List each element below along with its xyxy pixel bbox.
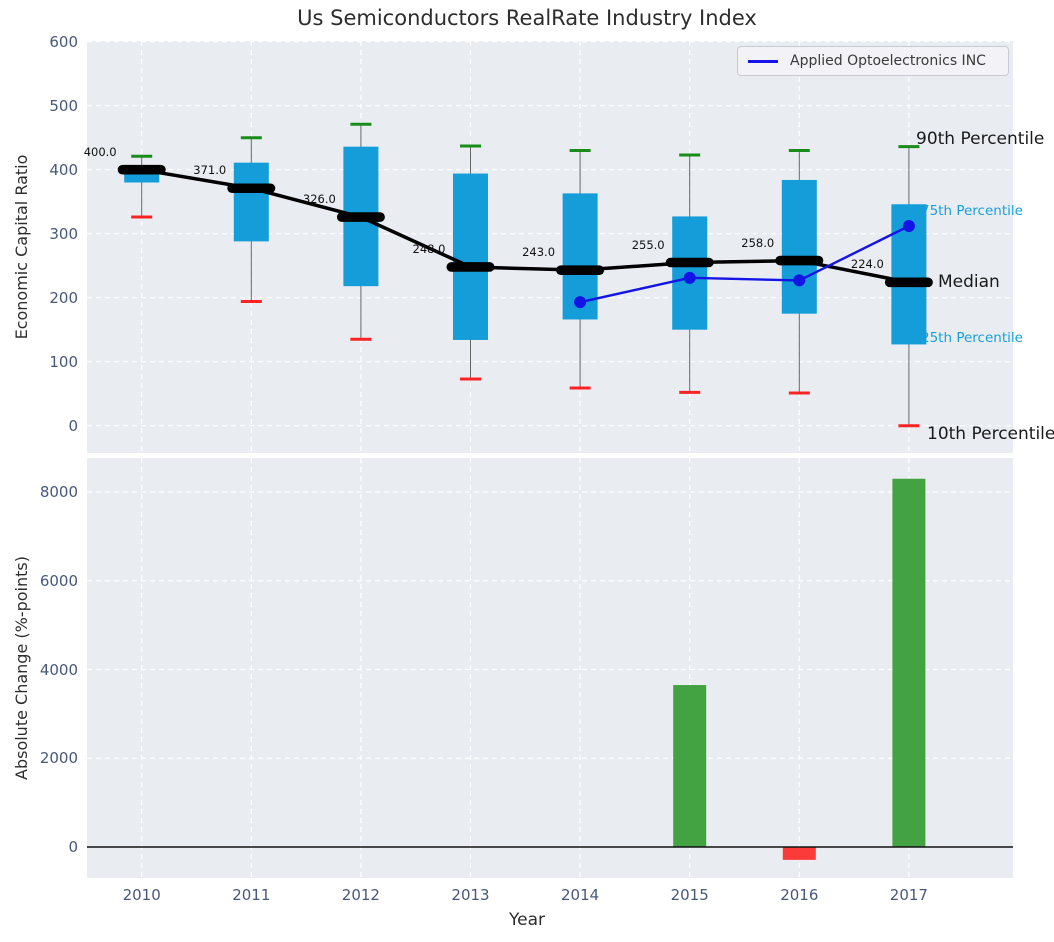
company-point [793, 274, 806, 287]
median-value-label-2016: 258.0 [741, 235, 775, 250]
company-point [574, 296, 587, 309]
iqr-box-2013 [453, 173, 488, 340]
bottom-ytick-6000: 6000 [39, 571, 78, 590]
median-value-label-2013: 248.0 [412, 241, 446, 256]
annotation-75th-percentile: 75th Percentile [921, 203, 1023, 219]
median-marker-2013 [446, 262, 495, 272]
chart-title: Us Semiconductors RealRate Industry Inde… [297, 6, 757, 30]
xtick-2012: 2012 [341, 886, 380, 904]
bottom-ytick-8000: 8000 [39, 483, 78, 502]
top-ytick-0: 0 [68, 416, 78, 435]
change-bar-2016 [782, 847, 816, 860]
median-marker-2017 [884, 277, 933, 288]
top-ytick-500: 500 [49, 96, 78, 115]
xtick-2010: 2010 [122, 886, 161, 904]
annotation-25th-percentile: 25th Percentile [921, 330, 1023, 346]
top-ytick-400: 400 [49, 160, 78, 179]
xtick-2014: 2014 [561, 886, 600, 904]
change-bar-2017 [892, 478, 926, 847]
median-marker-2015 [665, 257, 714, 268]
xtick-2017: 2017 [889, 886, 928, 904]
bottom-ytick-0: 0 [68, 838, 78, 856]
xtick-2015: 2015 [670, 886, 709, 904]
x-axis-label: Year [509, 910, 545, 930]
xtick-2016: 2016 [780, 886, 819, 904]
median-value-label-2011: 371.0 [193, 163, 227, 178]
xtick-2013: 2013 [451, 886, 490, 904]
iqr-box-2016 [781, 179, 817, 314]
legend: Applied Optoelectronics INC [737, 46, 1009, 76]
absolute-change-bar-chart [87, 458, 1013, 878]
legend-label: Applied Optoelectronics INC [790, 53, 986, 69]
median-value-label-2010: 400.0 [83, 144, 117, 159]
top-plot-area [87, 41, 1013, 453]
bottom-plot-area [87, 458, 1013, 878]
top-ytick-100: 100 [49, 352, 78, 371]
median-marker-2016 [775, 255, 824, 266]
median-marker-2010 [117, 164, 166, 175]
median-marker-2012 [336, 212, 385, 222]
median-marker-2011 [227, 183, 276, 194]
annotation-median: Median [938, 272, 1000, 292]
company-line [579, 224, 910, 304]
top-y-axis-label: Economic Capital Ratio [12, 154, 31, 340]
legend-line-swatch-icon [748, 59, 778, 63]
company-point [683, 271, 696, 284]
median-marker-2014 [556, 265, 605, 275]
median-value-label-2014: 243.0 [522, 245, 556, 260]
percentile-box-chart [87, 41, 1013, 453]
annotation-90th-percentile: 90th Percentile [916, 129, 1045, 149]
bottom-ytick-2000: 2000 [39, 749, 78, 768]
top-ytick-600: 600 [49, 32, 78, 51]
top-ytick-200: 200 [49, 288, 78, 307]
company-point [902, 220, 915, 233]
change-bar-2015 [673, 685, 707, 847]
median-value-label-2017: 224.0 [850, 257, 884, 272]
median-value-label-2012: 326.0 [302, 192, 336, 207]
xtick-2011: 2011 [232, 886, 271, 904]
annotation-10th-percentile: 10th Percentile [927, 424, 1054, 444]
iqr-box-2011 [233, 162, 269, 242]
top-ytick-300: 300 [49, 224, 78, 243]
bottom-ytick-4000: 4000 [39, 660, 78, 679]
median-value-label-2015: 255.0 [631, 237, 665, 252]
